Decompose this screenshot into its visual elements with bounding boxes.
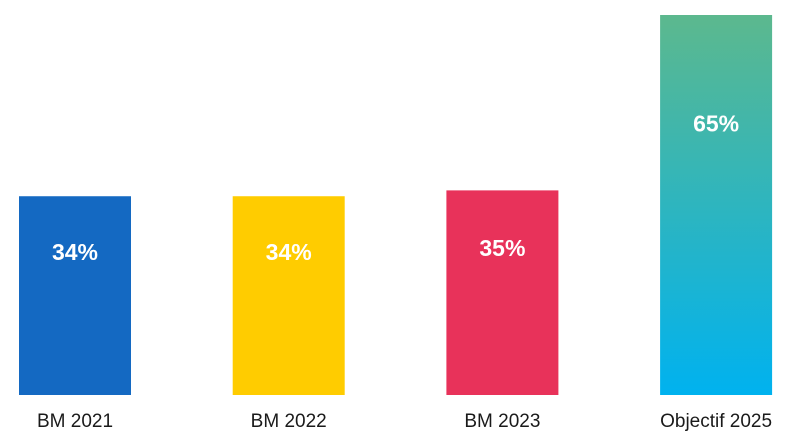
value-label: 34%: [266, 239, 312, 265]
x-tick-label: BM 2022: [251, 411, 327, 432]
bar: [19, 196, 131, 395]
x-tick-label: Objectif 2025: [660, 411, 772, 432]
bar: [232, 196, 345, 395]
x-tick-label: BM 2021: [37, 411, 113, 432]
x-tick-label: BM 2023: [464, 411, 540, 432]
value-label: 65%: [693, 110, 739, 136]
value-label: 34%: [52, 239, 98, 265]
bar: [446, 190, 559, 395]
value-label: 35%: [479, 235, 525, 261]
bar: [660, 15, 773, 395]
